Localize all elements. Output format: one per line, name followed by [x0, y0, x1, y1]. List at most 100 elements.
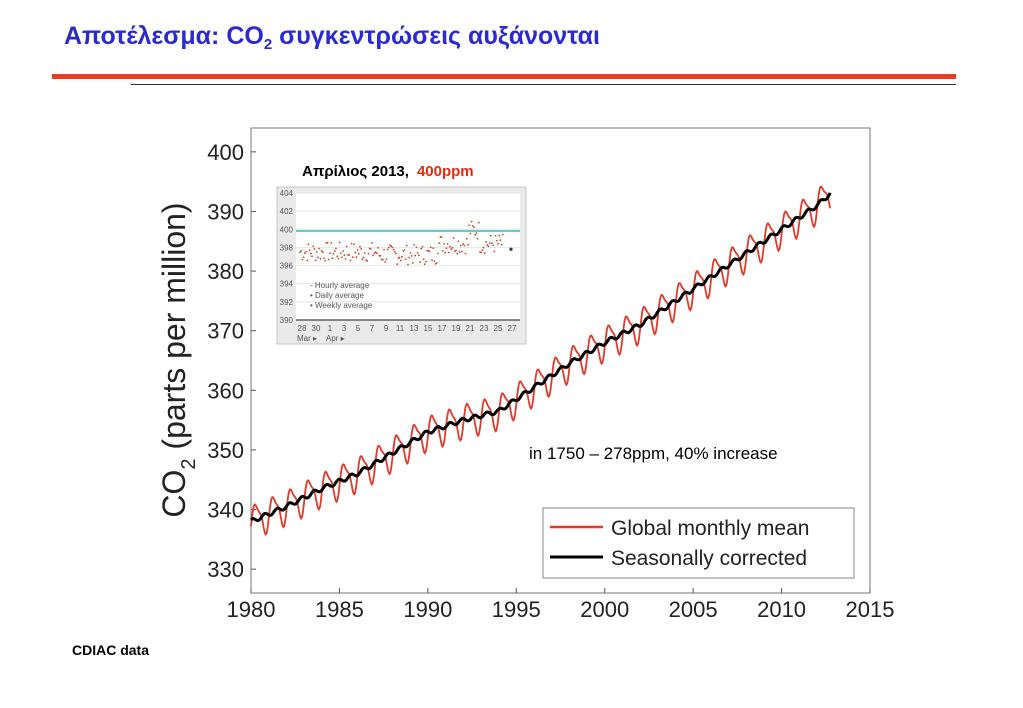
title-prefix: Αποτέλεσμα: CO	[64, 22, 264, 50]
inset-hourly-point	[495, 239, 498, 242]
inset-legend-weekly: • Weekly average	[310, 301, 373, 310]
inset-hourly-point	[315, 251, 318, 253]
inset-hourly-point	[402, 250, 405, 252]
inset-hourly-point	[356, 249, 359, 251]
inset-hourly-point	[355, 256, 358, 259]
y-axis-label-subscript: 2	[178, 458, 200, 469]
inset-hourly-point	[449, 245, 451, 248]
inset-hourly-point	[500, 243, 503, 246]
inset-hourly-point	[485, 240, 487, 243]
y-axis-ticks: 330 340 350 360 370 380 390 400	[207, 140, 256, 582]
inset-hourly-point	[425, 260, 427, 263]
inset-hourly-point	[301, 258, 304, 261]
inset-hourly-point	[377, 247, 379, 249]
inset-x-tick-label: 23	[480, 324, 489, 333]
inset-hourly-point	[459, 244, 462, 247]
inset-hourly-point	[396, 263, 399, 266]
inset-measurement-dots	[299, 220, 513, 266]
inset-hourly-point	[337, 257, 340, 260]
inset-x-tick-label: 25	[494, 324, 503, 333]
y-tick-label: 370	[207, 319, 244, 344]
inset-hourly-point	[367, 252, 370, 255]
inset-hourly-point	[363, 252, 366, 254]
inset-hourly-point	[437, 252, 439, 255]
inset-hourly-point	[499, 239, 502, 242]
series-line-global-monthly-mean	[250, 185, 832, 537]
inset-hourly-point	[354, 251, 357, 254]
inset-x-ticks: 28 30 1 3 5 7 9 11 13 15 17 19 21 23 25 27	[298, 324, 517, 333]
inset-hourly-point	[335, 247, 337, 250]
inset-y-tick-label: 396	[280, 262, 294, 271]
inset-hourly-point	[357, 253, 360, 255]
inset-hourly-point	[359, 245, 361, 248]
inset-hourly-point	[474, 233, 477, 236]
inset-hourly-point	[391, 246, 394, 249]
title-suffix: συγκεντρώσεις αυξάνονται	[272, 22, 600, 50]
inset-hourly-point	[447, 251, 450, 254]
inset-hourly-point	[327, 258, 330, 261]
x-tick-label: 1985	[315, 597, 364, 622]
inset-hourly-point	[379, 255, 382, 257]
inset-x-tick-label: 5	[356, 324, 361, 333]
inset-plot-area	[296, 193, 520, 320]
inset-x-tick-label: 27	[508, 324, 517, 333]
inset-hourly-point	[371, 242, 373, 244]
inset-hourly-point	[441, 250, 444, 252]
inset-hourly-point	[488, 242, 491, 244]
inset-month-apr: Apr ▸	[326, 334, 345, 343]
inset-hourly-point	[416, 252, 419, 254]
series-line-seasonally-corrected	[250, 192, 832, 523]
inset-month-mar: Mar ▸	[297, 334, 317, 343]
inset-hourly-point	[305, 250, 307, 253]
inset-hourly-point	[300, 249, 303, 252]
inset-hourly-point	[413, 244, 415, 246]
inset-hourly-point	[308, 249, 311, 252]
inset-hourly-point	[338, 241, 341, 244]
inset-hourly-point	[343, 254, 346, 257]
inset-hourly-point	[329, 252, 331, 255]
inset-hourly-point	[491, 242, 493, 245]
series-group	[250, 185, 832, 537]
inset-hourly-point	[344, 258, 347, 260]
inset-title: Απρίλιος 2013, 400ppm	[302, 163, 474, 180]
inset-hourly-point	[385, 258, 388, 261]
inset-hourly-point	[339, 252, 342, 254]
inset-hourly-point	[351, 256, 354, 259]
inset-hourly-point	[483, 252, 486, 255]
inset-hourly-point	[307, 243, 310, 246]
inset-hourly-point	[431, 259, 433, 261]
legend-box	[542, 507, 855, 579]
y-tick-label: 400	[207, 140, 244, 165]
inset-y-tick-label: 390	[280, 316, 294, 325]
inset-hourly-point	[468, 224, 471, 227]
inset-hourly-point	[452, 237, 455, 239]
inset-hourly-point	[422, 258, 425, 261]
inset-hourly-point	[342, 250, 345, 252]
inset-hourly-point	[392, 248, 395, 251]
inset-hourly-point	[375, 252, 378, 255]
inset-hourly-point	[362, 256, 365, 259]
inset-hourly-point	[420, 247, 423, 250]
inset-y-tick-label: 392	[280, 298, 294, 307]
inset-hourly-point	[489, 234, 492, 237]
inset-hourly-point	[458, 251, 461, 254]
y-tick-label: 340	[207, 498, 244, 523]
inset-x-tick-label: 11	[396, 324, 405, 333]
inset-hourly-point	[419, 261, 421, 264]
inset-hourly-point	[336, 255, 339, 258]
slide-title: Αποτέλεσμα: CO2 συγκεντρώσεις αυξάνονται	[64, 22, 600, 53]
inset-x-tick-label: 15	[424, 324, 433, 333]
inset-hourly-point	[423, 263, 426, 266]
inset-hourly-point	[415, 246, 418, 249]
inset-hourly-point	[309, 252, 312, 255]
inset-title-value: 400ppm	[417, 163, 474, 180]
inset-hourly-point	[349, 259, 352, 262]
inset-hourly-point	[407, 263, 409, 266]
inset-hourly-point	[433, 260, 436, 263]
inset-y-tick-label: 394	[280, 280, 294, 289]
inset-x-tick-label: 1	[328, 324, 333, 333]
inset-hourly-point	[332, 252, 335, 255]
inset-hourly-point	[421, 245, 424, 248]
inset-hourly-point	[360, 248, 363, 250]
inset-hourly-point	[497, 242, 499, 245]
